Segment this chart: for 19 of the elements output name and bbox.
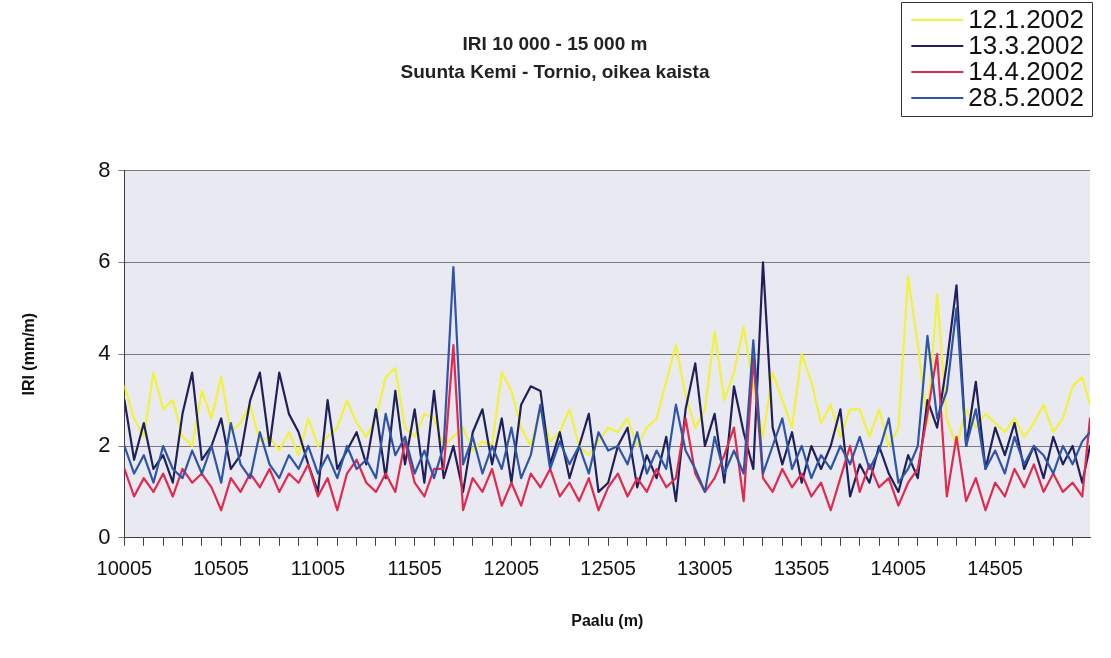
- x-tick-label: 10005: [96, 557, 153, 580]
- chart-subtitle: Suunta Kemi - Tornio, oikea kaista: [400, 61, 710, 83]
- x-tick-label: 13005: [677, 557, 733, 580]
- x-tick-label: 14505: [967, 557, 1023, 580]
- y-tick-label: 6: [98, 248, 111, 274]
- x-tick-label: 12005: [483, 557, 540, 580]
- y-axis-title: IRI (mm/m): [20, 312, 38, 396]
- x-tick-label: 14005: [870, 557, 927, 580]
- x-tick-label: 13505: [773, 557, 830, 580]
- y-tick-label: 0: [98, 523, 111, 549]
- x-axis-title: Paalu (m): [571, 611, 644, 629]
- y-tick-label: 2: [98, 432, 111, 458]
- x-tick-label: 10505: [193, 557, 249, 580]
- y-tick-label: 8: [98, 156, 111, 182]
- x-tick-label: 11505: [387, 557, 442, 580]
- y-tick-label: 4: [98, 340, 111, 366]
- chart-title: IRI 10 000 - 15 000 m: [462, 32, 648, 54]
- x-tick-label: 11005: [290, 557, 346, 580]
- x-tick-label: 12505: [580, 557, 636, 580]
